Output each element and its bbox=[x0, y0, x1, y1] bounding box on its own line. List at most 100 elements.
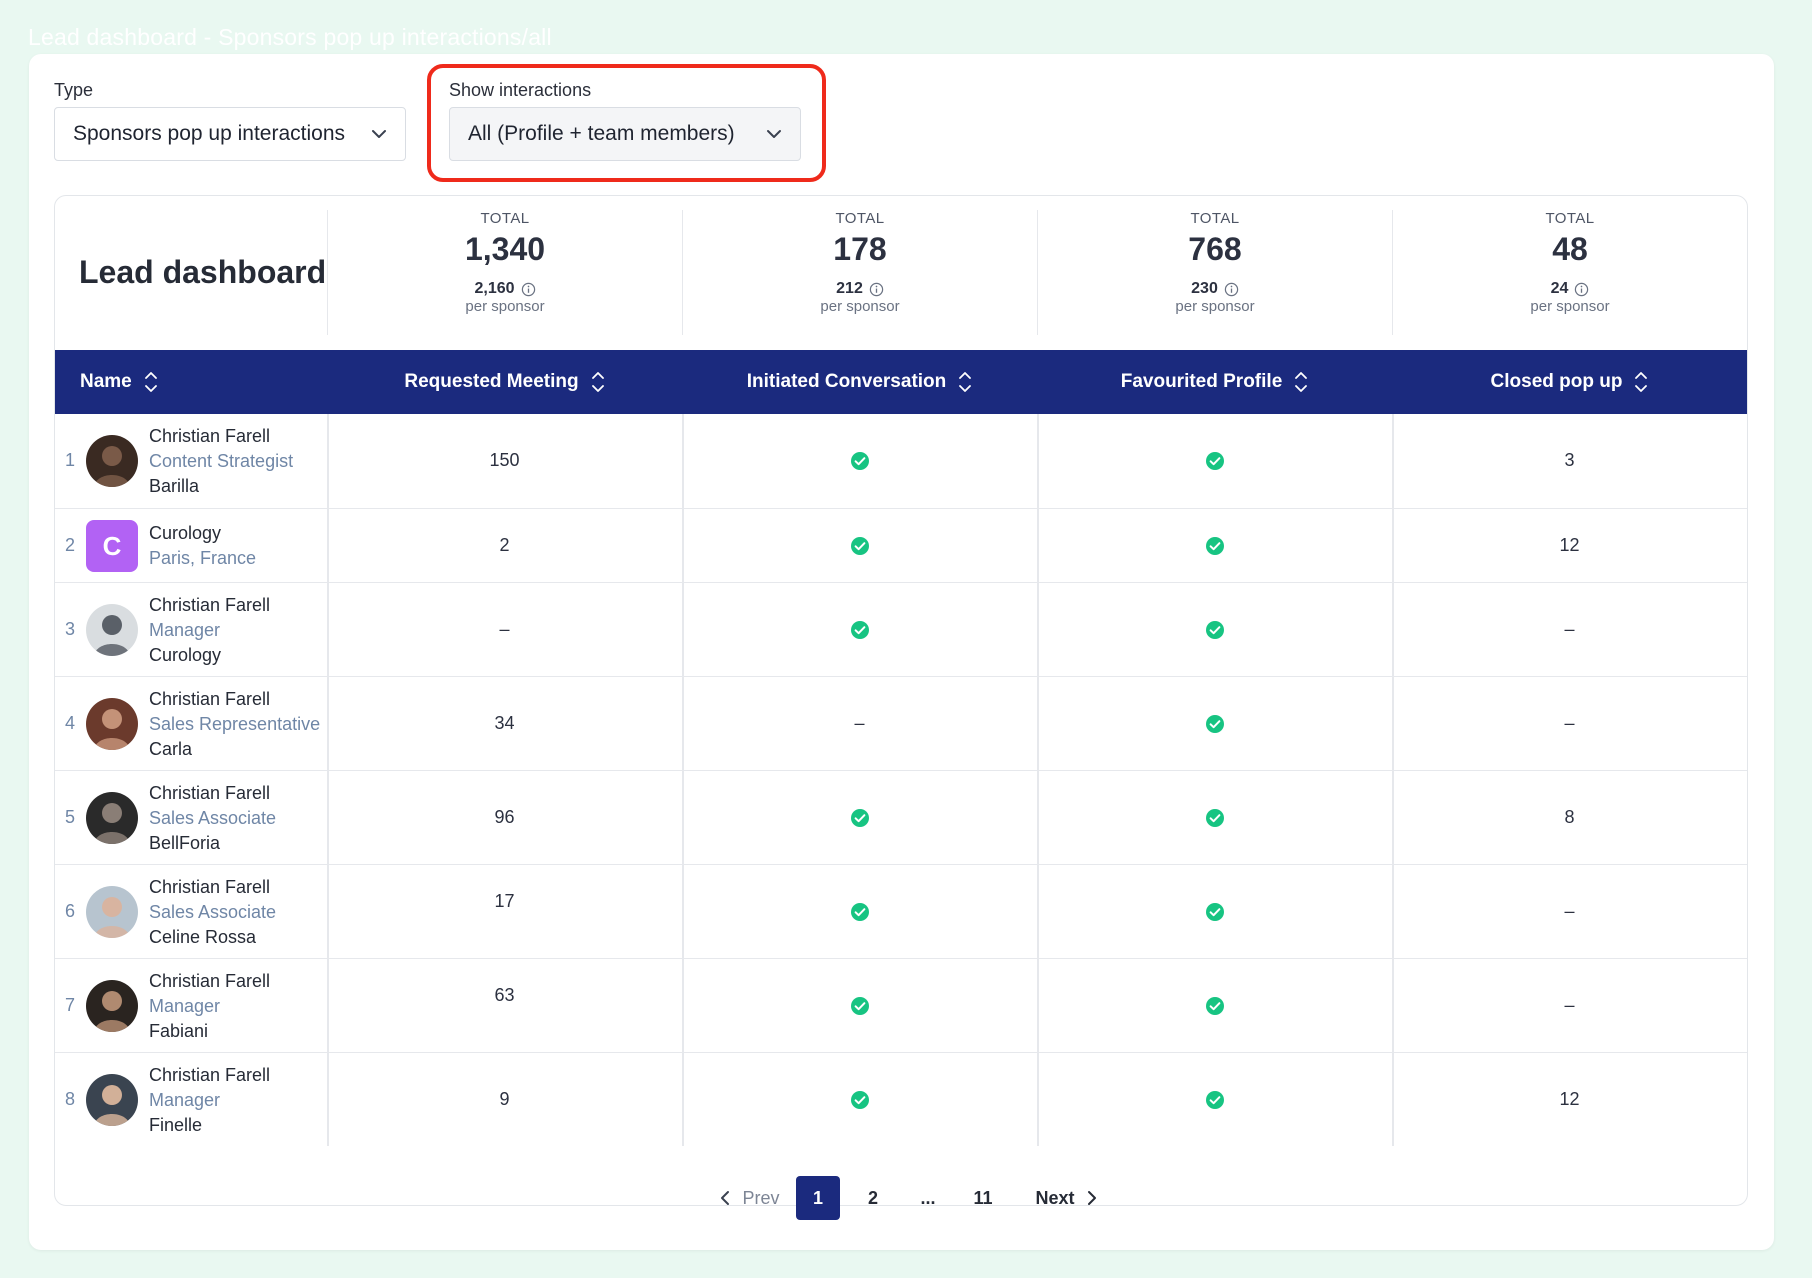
row-number: 8 bbox=[65, 1089, 76, 1109]
info-icon[interactable] bbox=[1574, 282, 1589, 297]
page-1-button[interactable]: 1 bbox=[796, 1176, 840, 1220]
stat-requested-meeting: TOTAL 1,340 2,160 per sponsor bbox=[327, 210, 682, 335]
avatar bbox=[86, 980, 138, 1032]
page-ellipsis: ... bbox=[920, 1187, 936, 1208]
check-circle-icon bbox=[850, 809, 869, 827]
person-company: Carla bbox=[149, 738, 193, 759]
row-number: 1 bbox=[65, 450, 76, 470]
type-select[interactable]: Sponsors pop up interactions bbox=[54, 107, 406, 161]
person-role: Sales Representative bbox=[149, 713, 321, 734]
person-info[interactable]: Christian Farell Sales Associate Celine Ro… bbox=[149, 875, 276, 950]
table-row[interactable]: 3 Christian Farell Manager Curology – – bbox=[55, 582, 1747, 676]
avatar bbox=[86, 1074, 138, 1126]
show-interactions-label: Show interactions bbox=[449, 80, 592, 100]
sort-icon[interactable] bbox=[591, 369, 605, 395]
stat-per: per sponsor bbox=[1530, 298, 1610, 315]
table-row[interactable]: 7 Christian Farell Manager Fabiani 63 – bbox=[55, 958, 1747, 1052]
column-divider bbox=[1392, 865, 1394, 958]
chevron-down-icon bbox=[767, 130, 781, 138]
stat-caption: TOTAL bbox=[480, 210, 530, 227]
prev-button[interactable]: Prev bbox=[699, 1176, 799, 1220]
page-11-button[interactable]: 11 bbox=[973, 1187, 993, 1208]
table-row[interactable]: 5 Christian Farell Sales Associate BellFori… bbox=[55, 770, 1747, 864]
person-name: Christian Farell bbox=[149, 594, 271, 615]
person-role: Manager bbox=[149, 1089, 221, 1110]
dashboard-card: Type Sponsors pop up interactions Show i… bbox=[29, 54, 1774, 1250]
check-circle-icon bbox=[1205, 452, 1224, 470]
sort-icon[interactable] bbox=[1294, 369, 1308, 395]
initiated-conversation-value: – bbox=[854, 713, 865, 733]
table-row[interactable]: 2 C Curology Paris, France 2 12 bbox=[55, 508, 1747, 582]
stat-total: 178 bbox=[833, 231, 887, 267]
person-role: Paris, France bbox=[149, 548, 257, 568]
info-icon[interactable] bbox=[869, 282, 884, 297]
column-label: Requested Meeting bbox=[404, 371, 579, 392]
lead-board: Lead dashboard TOTAL 1,340 2,160 per spo… bbox=[54, 195, 1748, 1206]
type-label: Type bbox=[54, 80, 94, 100]
person-name: Christian Farell bbox=[149, 970, 271, 991]
column-divider bbox=[682, 509, 684, 582]
column-divider bbox=[327, 865, 329, 958]
row-number: 4 bbox=[65, 713, 76, 733]
info-icon[interactable] bbox=[521, 282, 536, 297]
show-interactions-select[interactable]: All (Profile + team members) bbox=[449, 107, 801, 161]
table-row[interactable]: 6 Christian Farell Sales Associate Celine R… bbox=[55, 864, 1747, 958]
table-row[interactable]: 8 Christian Farell Manager Finelle 9 12 bbox=[55, 1052, 1747, 1146]
sort-icon[interactable] bbox=[958, 369, 972, 395]
person-info[interactable]: Christian Farell Manager Finelle bbox=[149, 1063, 270, 1138]
requested-meeting-value: 2 bbox=[499, 535, 510, 555]
person-name: Christian Farell bbox=[149, 1064, 271, 1085]
requested-meeting-value: 96 bbox=[494, 807, 515, 827]
avatar bbox=[86, 435, 138, 487]
column-divider bbox=[1392, 959, 1394, 1052]
person-company: Barilla bbox=[149, 475, 200, 496]
person-info[interactable]: Christian Farell Manager Curology bbox=[149, 593, 270, 668]
requested-meeting-value: 9 bbox=[499, 1089, 510, 1109]
info-icon[interactable] bbox=[1224, 282, 1239, 297]
person-info[interactable]: Christian Farell Sales Associate BellForia bbox=[149, 781, 276, 856]
check-circle-icon bbox=[1205, 1091, 1224, 1109]
person-name: Christian Farell bbox=[149, 425, 271, 446]
sort-icon[interactable] bbox=[1634, 369, 1648, 395]
column-divider bbox=[682, 865, 684, 958]
column-requested-meeting-header[interactable]: Requested Meeting bbox=[327, 350, 682, 414]
person-info[interactable]: Curology Paris, France bbox=[149, 521, 256, 571]
stat-sub: 24 bbox=[1550, 280, 1569, 297]
column-label: Favourited Profile bbox=[1120, 371, 1283, 392]
closed-popup-value: 12 bbox=[1559, 535, 1580, 555]
check-circle-icon bbox=[1205, 537, 1224, 555]
column-name-header[interactable]: Name bbox=[80, 350, 158, 414]
table-row[interactable]: 1 Christian Farell Content Strategist Baril… bbox=[55, 414, 1747, 508]
column-favourited-profile-header[interactable]: Favourited Profile bbox=[1037, 350, 1392, 414]
person-name: Christian Farell bbox=[149, 688, 271, 709]
prev-label: Prev bbox=[742, 1187, 780, 1208]
column-divider bbox=[682, 677, 684, 770]
page-2-button[interactable]: 2 bbox=[867, 1187, 878, 1208]
column-initiated-conversation-header[interactable]: Initiated Conversation bbox=[682, 350, 1037, 414]
person-company: Curology bbox=[149, 644, 222, 665]
check-circle-icon bbox=[850, 903, 869, 921]
stat-caption: TOTAL bbox=[835, 210, 885, 227]
check-circle-icon bbox=[1205, 621, 1224, 639]
sort-icon[interactable] bbox=[144, 369, 158, 395]
column-divider bbox=[327, 583, 329, 676]
row-number: 3 bbox=[65, 619, 76, 639]
column-divider bbox=[327, 509, 329, 582]
column-divider bbox=[682, 771, 684, 864]
column-closed-popup-header[interactable]: Closed pop up bbox=[1392, 350, 1747, 414]
column-divider bbox=[1392, 509, 1394, 582]
stat-total: 768 bbox=[1188, 231, 1242, 267]
table-row[interactable]: 4 Christian Farell Sales Representative Car… bbox=[55, 676, 1747, 770]
next-button[interactable]: Next bbox=[1019, 1176, 1115, 1220]
person-info[interactable]: Christian Farell Content Strategist Barill… bbox=[149, 424, 293, 499]
chevron-right-icon bbox=[1087, 1191, 1096, 1205]
person-info[interactable]: Christian Farell Manager Fabiani bbox=[149, 969, 270, 1044]
stat-per: per sponsor bbox=[465, 298, 545, 315]
check-circle-icon bbox=[1205, 809, 1224, 827]
person-info[interactable]: Christian Farell Sales Representative Carl… bbox=[149, 687, 320, 762]
person-name: Christian Farell bbox=[149, 876, 271, 897]
column-divider bbox=[682, 959, 684, 1052]
person-role: Sales Associate bbox=[149, 807, 277, 828]
board-header: Lead dashboard TOTAL 1,340 2,160 per spo… bbox=[55, 196, 1747, 351]
highlight-box bbox=[427, 64, 826, 182]
